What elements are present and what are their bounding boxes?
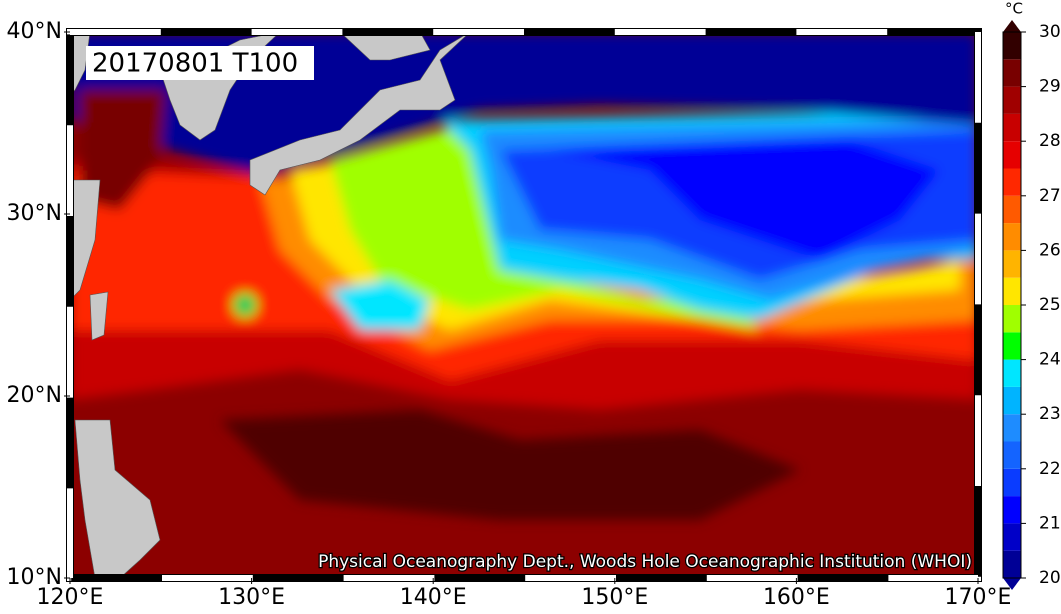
x-tick-label: 170°E xyxy=(945,585,1012,610)
colorbar-unit: °C xyxy=(1005,0,1023,18)
colorbar-max-arrow xyxy=(1003,20,1021,32)
frame-dash xyxy=(67,29,981,581)
colorbar-tick-label: 28 xyxy=(1039,131,1061,151)
colorbar-segment xyxy=(1003,168,1021,196)
colorbar-segment xyxy=(1003,441,1021,469)
colorbar-tick-label: 25 xyxy=(1039,295,1061,315)
map-title: 20170801 T100 xyxy=(92,49,298,79)
colorbar-segment xyxy=(1003,32,1021,60)
colorbar-tick-label: 22 xyxy=(1039,459,1061,479)
colorbar-segment xyxy=(1003,523,1021,551)
colorbar-tick-label: 24 xyxy=(1039,350,1061,370)
x-tick-label: 150°E xyxy=(581,585,648,610)
title-box xyxy=(86,46,314,80)
colorbar-segment xyxy=(1003,496,1021,524)
x-tick-label: 140°E xyxy=(400,585,467,610)
colorbar-segment xyxy=(1003,277,1021,305)
x-tick-label: 160°E xyxy=(763,585,830,610)
colorbar-tick-label: 29 xyxy=(1039,77,1061,97)
credit: Physical Oceanography Dept., Woods Hole … xyxy=(318,552,972,572)
colorbar-segment xyxy=(1003,86,1021,114)
colorbar-segment xyxy=(1003,223,1021,251)
colorbar-min-arrow xyxy=(1003,578,1021,590)
colorbar-segment xyxy=(1003,414,1021,442)
colorbar-tick-label: 27 xyxy=(1039,186,1061,206)
x-tick-label: 120°E xyxy=(37,585,104,610)
colorbar-tick-label: 26 xyxy=(1039,240,1061,260)
y-tick-label: 30°N xyxy=(7,201,62,226)
colorbar-tick-label: 21 xyxy=(1039,513,1061,533)
colorbar-tick-label: 30 xyxy=(1039,22,1061,42)
colorbar-segment xyxy=(1003,250,1021,278)
x-tick-label: 130°E xyxy=(218,585,285,610)
y-tick-label: 10°N xyxy=(7,565,62,590)
colorbar-segment xyxy=(1003,59,1021,87)
y-tick-label: 20°N xyxy=(7,383,62,408)
colorbar-tick-label: 23 xyxy=(1039,404,1061,424)
colorbar-segment xyxy=(1003,332,1021,360)
colorbar-segment xyxy=(1003,386,1021,415)
colorbar-segment xyxy=(1003,468,1021,497)
colorbar-segment xyxy=(1003,195,1021,224)
colorbar-tick-label: 20 xyxy=(1039,568,1061,588)
colorbar-segment xyxy=(1003,305,1021,333)
colorbar-segment xyxy=(1003,359,1021,387)
y-tick-label: 40°N xyxy=(7,19,62,44)
colorbar-segment xyxy=(1003,141,1021,169)
colorbar-segment xyxy=(1003,550,1021,578)
colorbar-segment xyxy=(1003,113,1021,142)
temperature-field xyxy=(70,32,978,578)
